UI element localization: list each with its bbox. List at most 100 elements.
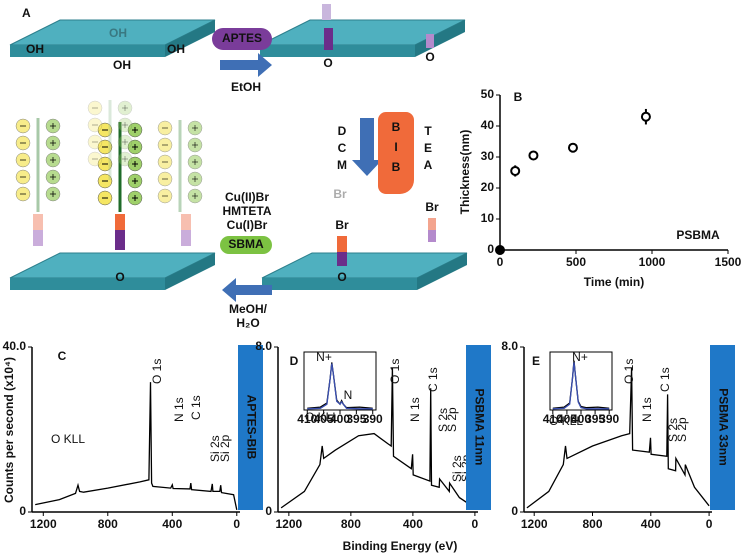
panel-label: E bbox=[532, 354, 540, 368]
aptes bbox=[181, 230, 191, 246]
solvent: M bbox=[337, 158, 347, 172]
charge bbox=[87, 134, 103, 150]
peak-label: O KLL bbox=[305, 410, 339, 424]
substrate-front bbox=[260, 45, 415, 57]
x-tick-label: 1200 bbox=[30, 517, 57, 531]
point bbox=[510, 165, 521, 176]
x-tick-label: 0 bbox=[706, 517, 713, 531]
reagent: B bbox=[392, 160, 401, 174]
x-tick-label: 395 bbox=[346, 412, 366, 426]
peak-label: O 1s bbox=[150, 359, 164, 384]
surface-group: O bbox=[425, 50, 434, 64]
y-tick-label: 10 bbox=[481, 211, 495, 225]
solvent: T bbox=[424, 124, 432, 138]
x-tick-label: 1200 bbox=[521, 517, 548, 531]
y-tick-label: 0 bbox=[19, 504, 26, 518]
aptes bbox=[337, 252, 347, 266]
solvent: EtOH bbox=[231, 80, 261, 94]
panel-label: C bbox=[58, 349, 67, 363]
reagent: I bbox=[394, 140, 397, 154]
x-tick-label: 410 bbox=[543, 412, 563, 426]
surface-group: Br bbox=[335, 218, 349, 232]
sample-banner bbox=[466, 345, 491, 510]
y-tick-label: 30 bbox=[481, 149, 495, 163]
y-tick-label: 40 bbox=[481, 118, 495, 132]
x-tick-label: 395 bbox=[585, 412, 605, 426]
peak-label: N 1s bbox=[408, 397, 422, 422]
charge bbox=[87, 117, 103, 133]
spectrum bbox=[35, 382, 238, 511]
peak-label: C 1s bbox=[658, 367, 672, 392]
spectrum bbox=[307, 363, 373, 410]
substrate-front bbox=[262, 278, 417, 290]
aptes bbox=[115, 230, 125, 250]
substrate-front bbox=[10, 45, 165, 57]
annotation: PSBMA bbox=[676, 228, 720, 242]
x-tick-label: 0 bbox=[233, 517, 240, 531]
initiator bbox=[115, 214, 125, 230]
peak-label: S 2s bbox=[666, 418, 680, 442]
solvent: A bbox=[424, 158, 433, 172]
x-tick-label: 400 bbox=[330, 412, 350, 426]
x-tick-label: 400 bbox=[571, 412, 591, 426]
peak-label: S 2s bbox=[436, 408, 450, 432]
peak-label: O 1s bbox=[388, 359, 402, 384]
x-tick-label: 800 bbox=[98, 517, 118, 531]
y-tick-label: 8.0 bbox=[501, 339, 518, 353]
peak-label: Si 2s bbox=[208, 435, 222, 462]
peak-label: O KLL bbox=[549, 414, 583, 428]
x-tick-label: 800 bbox=[582, 517, 602, 531]
peak-label: C 1s bbox=[189, 395, 203, 420]
aptes bbox=[428, 230, 436, 242]
peak-label: O 1s bbox=[622, 359, 636, 384]
x-tick-label: 500 bbox=[566, 255, 586, 269]
point bbox=[528, 150, 539, 161]
solvent: D bbox=[338, 124, 347, 138]
sample-label: PSBMA 11nm bbox=[472, 389, 486, 466]
aptes bbox=[426, 34, 434, 48]
surface-group: O bbox=[115, 270, 124, 284]
initiator bbox=[337, 236, 347, 252]
peak-label: S 2p bbox=[445, 407, 459, 432]
x-axis-title: Binding Energy (eV) bbox=[343, 539, 458, 553]
point bbox=[567, 142, 578, 153]
reagent: APTES bbox=[222, 31, 262, 45]
sample-banner bbox=[238, 345, 263, 510]
y-tick-label: 0 bbox=[511, 504, 518, 518]
spectrum bbox=[552, 362, 610, 410]
y-axis-title: Counts per second (x10⁴) bbox=[2, 357, 16, 503]
y-tick-label: 40.0 bbox=[3, 339, 27, 353]
x-tick-label: 0 bbox=[497, 255, 504, 269]
peak-label: Si 2s bbox=[450, 455, 464, 482]
surface-group: O bbox=[337, 270, 346, 284]
surface-group: OH bbox=[167, 42, 185, 56]
surface-group: Br bbox=[425, 200, 439, 214]
y-tick-label: 0 bbox=[265, 504, 272, 518]
surface-group: OH bbox=[26, 42, 44, 56]
x-tick-label: 1500 bbox=[715, 255, 742, 269]
solvent: E bbox=[424, 141, 432, 155]
reagent: B bbox=[392, 120, 401, 134]
aptes bbox=[324, 28, 333, 50]
charge bbox=[117, 134, 133, 150]
arrow bbox=[352, 118, 382, 176]
x-tick-label: 390 bbox=[363, 412, 383, 426]
x-tick-label: 0 bbox=[472, 517, 479, 531]
x-tick-label: 400 bbox=[403, 517, 423, 531]
sample-label: PSBMA 33nm bbox=[716, 388, 730, 466]
surface-group: O bbox=[323, 56, 332, 70]
initiator bbox=[181, 214, 191, 230]
x-tick-label: 410 bbox=[297, 412, 317, 426]
x-tick-label: 390 bbox=[599, 412, 619, 426]
peak-label: O KLL bbox=[51, 432, 85, 446]
reagent-pill bbox=[212, 28, 272, 50]
monomer: SBMA bbox=[228, 237, 264, 251]
panel-label: A bbox=[22, 6, 31, 20]
surface-group: OH bbox=[109, 26, 127, 40]
x-tick-label: 800 bbox=[341, 517, 361, 531]
y-tick-label: 20 bbox=[481, 180, 495, 194]
peak-label: N 1s bbox=[172, 397, 186, 422]
solvent: H₂O bbox=[236, 316, 259, 330]
peak-label: C 1s bbox=[426, 367, 440, 392]
y-tick-label: 50 bbox=[481, 87, 495, 101]
